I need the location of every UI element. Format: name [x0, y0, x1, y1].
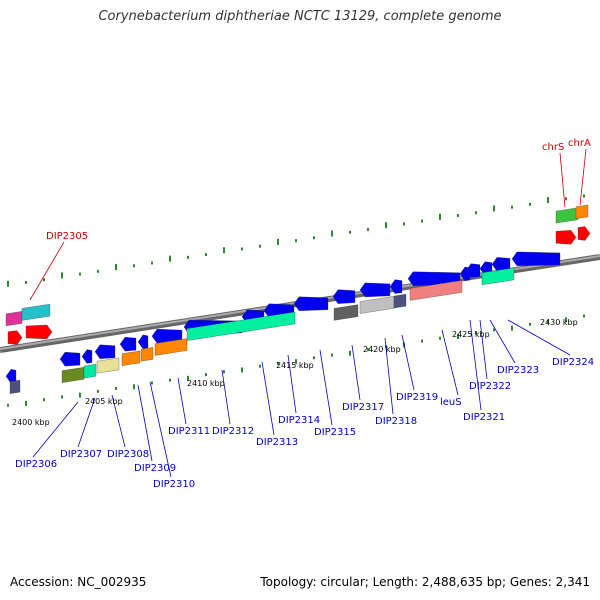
gene-label: leuS [440, 397, 462, 408]
gene-label: DIP2323 [497, 365, 539, 376]
gene-feature [59, 351, 81, 367]
topology-summary: Topology: circular; Length: 2,488,635 bp… [260, 575, 590, 589]
gene-feature [61, 367, 85, 383]
gene-feature [121, 350, 141, 366]
gene-feature [83, 364, 97, 379]
leader-line [384, 337, 394, 415]
tick-label: 2415 kbp [276, 361, 314, 370]
gene-feature [511, 251, 561, 267]
leader-line [507, 319, 571, 356]
gene-feature [7, 330, 23, 345]
gene-label: DIP2307 [60, 449, 102, 460]
gene-label: DIP2317 [342, 402, 384, 413]
gene-feature [25, 324, 53, 340]
gene-feature [393, 293, 407, 309]
gene-feature [154, 338, 188, 356]
accession-text: Accession: NC_002935 [10, 575, 147, 589]
gene-feature [293, 296, 329, 311]
gene-label: DIP2324 [552, 357, 594, 368]
gc-skew-marks [7, 194, 585, 407]
gene-feature [119, 337, 137, 352]
gene-label: DIP2309 [134, 463, 176, 474]
tick-label: 2425 kbp [452, 330, 490, 339]
gene-feature [140, 347, 154, 362]
gene-feature [409, 280, 463, 301]
gene-feature [333, 304, 359, 321]
tick-label: 2420 kbp [363, 345, 401, 354]
leader-line [287, 354, 297, 414]
leader-line [261, 361, 275, 436]
leader-line [32, 401, 79, 458]
gene-label: chrS [542, 142, 564, 153]
gene-feature [555, 230, 577, 245]
map-title: Corynebacterium diphtheriae NCTC 13129, … [98, 9, 502, 24]
gene-label: DIP2306 [15, 459, 57, 470]
gene-feature [577, 226, 591, 241]
leader-line [351, 344, 361, 401]
tick-label: 2400 kbp [12, 418, 50, 427]
gene-feature [94, 344, 116, 359]
gene-feature [9, 379, 21, 394]
gene-feature [137, 334, 149, 350]
gene-label: DIP2322 [469, 381, 511, 392]
gene-feature [359, 296, 395, 314]
gene-label: DIP2319 [396, 392, 438, 403]
gene-feature [186, 311, 296, 341]
gene-feature [21, 303, 51, 321]
tick-labels: 2400 kbp 2405 kbp 2410 kbp 2415 kbp 2420 kbp… [12, 318, 578, 427]
gene-label: DIP2318 [375, 416, 417, 427]
leader-line [579, 148, 587, 206]
leader-line [319, 349, 333, 426]
gene-label: DIP2311 [168, 426, 210, 437]
leader-line [489, 319, 516, 364]
gene-feature [575, 204, 589, 219]
gene-label: DIP2310 [153, 479, 195, 490]
tick-label: 2410 kbp [187, 379, 225, 388]
gene-feature [465, 263, 481, 278]
leader-line [469, 319, 482, 411]
gene-feature [81, 349, 93, 364]
gene-feature [359, 282, 391, 298]
gene-feature [5, 311, 23, 327]
leader-line [149, 381, 172, 478]
tick-label: 2430 kbp [540, 318, 578, 327]
leader-line [77, 397, 96, 448]
gene-label: DIP2312 [212, 426, 254, 437]
gene-label: DIP2308 [107, 449, 149, 460]
leader-line [479, 319, 488, 380]
gene-label: DIP2313 [256, 437, 298, 448]
gene-feature [96, 357, 120, 374]
gene-label: chrA [568, 138, 591, 149]
gene-feature [332, 289, 356, 304]
gene-label: DIP2315 [314, 427, 356, 438]
leader-line [221, 369, 231, 425]
gene-label: DIP2305 [46, 231, 88, 242]
label-leader-lines [29, 148, 587, 478]
gene-feature [555, 207, 579, 224]
leader-line [441, 329, 459, 396]
leader-line [401, 334, 415, 391]
leader-line [177, 377, 187, 425]
gene-label: DIP2321 [463, 412, 505, 423]
gene-feature [481, 267, 515, 285]
leader-line [137, 384, 153, 462]
leader-line [111, 394, 126, 448]
tick-label: 2405 kbp [85, 397, 123, 406]
leader-line [559, 152, 566, 208]
leader-line [29, 241, 65, 301]
gene-label: DIP2314 [278, 415, 320, 426]
gene-features [5, 204, 591, 394]
gene-feature [389, 279, 403, 294]
